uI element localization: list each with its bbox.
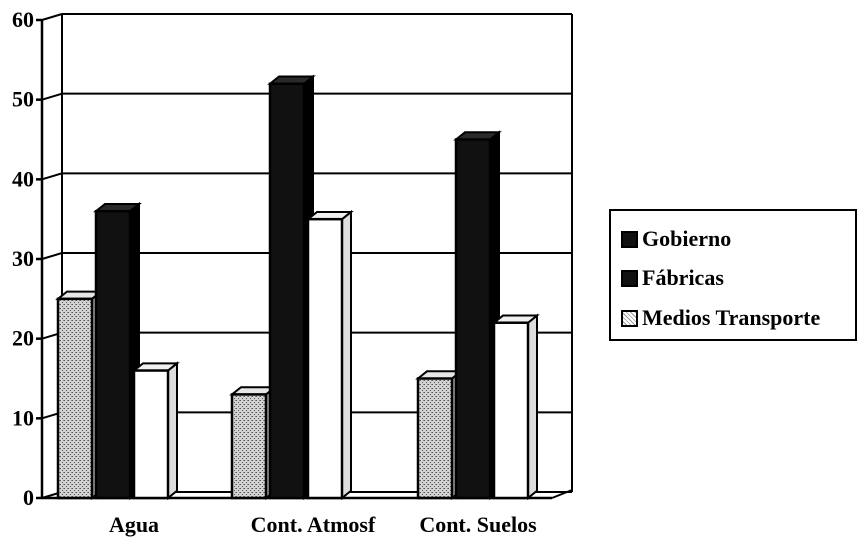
bar-cont-atmosf-gobierno bbox=[267, 74, 316, 501]
legend-label-gobierno: Gobierno bbox=[642, 226, 732, 251]
y-tick-label: 10 bbox=[12, 405, 34, 430]
legend: Gobierno Fábricas Medios Transporte bbox=[609, 209, 857, 341]
y-tick-label: 30 bbox=[12, 246, 34, 271]
x-tick-label-cont-atmosf: Cont. Atmosf bbox=[251, 512, 376, 537]
y-tick-labels: 0 10 20 30 40 50 60 bbox=[12, 7, 34, 510]
bar-front bbox=[268, 82, 306, 500]
y-tick-label: 20 bbox=[12, 326, 34, 351]
legend-item-gobierno: Gobierno bbox=[621, 224, 731, 254]
bar-front bbox=[306, 217, 344, 500]
grid-depth-line bbox=[41, 92, 63, 101]
y-tick-label: 60 bbox=[12, 7, 34, 32]
bar-cont-suelos-fabricas bbox=[491, 313, 540, 501]
bar-front bbox=[416, 377, 454, 500]
bar-front bbox=[230, 393, 268, 500]
x-tick-label-cont-suelos: Cont. Suelos bbox=[419, 512, 537, 537]
bar-front bbox=[94, 209, 132, 500]
bar-agua-gobierno bbox=[93, 201, 142, 501]
grid-depth-line bbox=[41, 13, 63, 21]
legend-item-medios-transporte: Medios Transporte bbox=[621, 303, 820, 333]
bar-side bbox=[167, 361, 178, 501]
x-tick-label-agua: Agua bbox=[109, 512, 159, 537]
bar-agua-medios-transporte bbox=[55, 289, 104, 501]
bar-front bbox=[56, 297, 94, 500]
legend-label-medios-transporte: Medios Transporte bbox=[642, 305, 821, 330]
bar-front bbox=[454, 138, 492, 500]
legend-label-fabricas: Fábricas bbox=[642, 265, 724, 290]
grid-depth-line bbox=[41, 252, 63, 260]
bar-cont-suelos-medios-transporte bbox=[415, 369, 464, 501]
bar-cont-suelos-gobierno bbox=[453, 130, 502, 501]
bars bbox=[55, 74, 540, 501]
bar-front bbox=[132, 369, 170, 500]
legend-swatch-medios-transporte bbox=[621, 309, 638, 327]
legend-swatch-gobierno bbox=[621, 230, 638, 248]
bar-side bbox=[341, 209, 352, 501]
bar-cont-atmosf-fabricas bbox=[305, 209, 354, 501]
legend-swatch-fabricas bbox=[621, 269, 638, 287]
bar-agua-fabricas bbox=[131, 361, 180, 501]
legend-item-fabricas: Fábricas bbox=[621, 263, 724, 293]
bar-front bbox=[492, 321, 530, 500]
y-tick-label: 40 bbox=[12, 166, 34, 191]
grid-depth-line bbox=[41, 172, 63, 181]
x-tick-labels: Agua Cont. Atmosf Cont. Suelos bbox=[109, 512, 537, 537]
y-tick-label: 50 bbox=[12, 87, 34, 112]
y-tick-label: 0 bbox=[23, 485, 34, 510]
bar-cont-atmosf-medios-transporte bbox=[229, 385, 278, 501]
bar-side bbox=[527, 313, 538, 501]
floor-right-edge bbox=[551, 489, 573, 499]
